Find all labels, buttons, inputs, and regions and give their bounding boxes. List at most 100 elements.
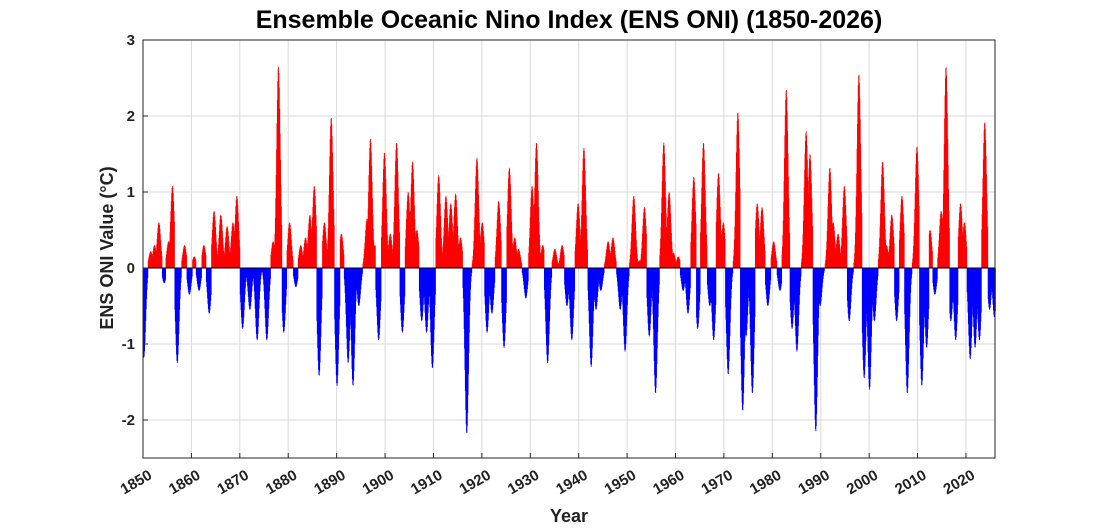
negative-bar — [686, 268, 688, 310]
positive-bar — [496, 219, 498, 268]
positive-bar — [721, 239, 722, 268]
negative-bar — [486, 268, 488, 333]
positive-bar — [917, 174, 919, 268]
negative-bar — [877, 268, 879, 277]
positive-bar — [171, 187, 173, 268]
negative-bar — [919, 268, 921, 356]
positive-bar — [476, 157, 478, 268]
positive-bar — [635, 239, 637, 268]
positive-bar — [539, 234, 540, 268]
positive-bar — [758, 218, 760, 268]
positive-bar — [160, 245, 162, 268]
negative-bar — [254, 268, 256, 309]
positive-bar — [371, 181, 373, 268]
positive-bar — [327, 240, 329, 268]
positive-bar — [845, 215, 847, 268]
negative-bar — [904, 268, 906, 315]
positive-bar — [239, 247, 241, 268]
negative-bar — [849, 268, 851, 319]
positive-bar — [159, 234, 161, 268]
positive-bar — [843, 186, 845, 268]
positive-bar — [838, 240, 840, 268]
negative-bar — [321, 268, 323, 299]
negative-bar — [814, 268, 816, 405]
positive-bar — [614, 250, 616, 268]
negative-bar — [970, 268, 972, 356]
positive-bar — [840, 246, 842, 268]
positive-bar — [225, 236, 227, 268]
negative-bar — [874, 268, 876, 320]
positive-bar — [384, 152, 386, 268]
negative-bar — [465, 268, 467, 425]
negative-bar — [872, 268, 874, 312]
positive-bar — [214, 211, 215, 268]
negative-bar — [621, 268, 623, 296]
negative-bar — [294, 268, 296, 286]
negative-bar — [698, 268, 700, 311]
negative-bar — [404, 268, 405, 305]
positive-bar — [615, 261, 617, 268]
positive-bar — [737, 112, 739, 269]
positive-bar — [645, 225, 647, 268]
positive-bar — [172, 187, 174, 268]
negative-bar — [248, 268, 250, 302]
negative-bar — [603, 268, 605, 274]
positive-bar — [510, 195, 512, 268]
negative-bar — [780, 268, 782, 289]
positive-bar — [938, 247, 939, 268]
positive-bar — [303, 250, 304, 268]
negative-bar — [176, 268, 178, 363]
negative-bar — [321, 268, 323, 311]
negative-bar — [822, 268, 824, 283]
negative-bar — [419, 268, 421, 298]
negative-bar — [753, 268, 755, 365]
negative-bar — [988, 268, 990, 308]
positive-bar — [387, 235, 388, 268]
positive-bar — [218, 238, 220, 268]
positive-bar — [273, 242, 275, 268]
positive-bar — [374, 245, 376, 268]
positive-bar — [497, 205, 499, 268]
negative-bar — [934, 268, 936, 295]
negative-bar — [197, 268, 199, 289]
negative-bar — [146, 268, 148, 300]
negative-bar — [648, 268, 650, 335]
negative-bar — [905, 268, 907, 362]
negative-bar — [359, 268, 361, 303]
positive-bar — [942, 214, 944, 268]
negative-bar — [950, 268, 952, 322]
negative-bar — [725, 268, 727, 334]
negative-bar — [249, 268, 250, 309]
positive-bar — [806, 135, 808, 268]
positive-bar — [342, 240, 344, 268]
negative-bar — [973, 268, 975, 337]
positive-bar — [508, 170, 510, 268]
positive-bar — [370, 143, 372, 268]
positive-bar — [787, 131, 789, 268]
positive-bar — [855, 232, 856, 268]
negative-bar — [486, 268, 488, 332]
positive-bar — [396, 143, 398, 268]
negative-bar — [199, 268, 201, 289]
positive-bar — [170, 221, 171, 268]
positive-bar — [170, 201, 172, 268]
negative-bar — [318, 268, 320, 376]
negative-bar — [144, 268, 146, 352]
positive-bar — [691, 209, 693, 268]
negative-bar — [206, 268, 208, 293]
positive-bar — [192, 260, 194, 268]
positive-bar — [364, 242, 366, 268]
negative-bar — [793, 268, 795, 311]
positive-bar — [231, 226, 233, 268]
negative-bar — [990, 268, 992, 295]
positive-bar — [562, 249, 564, 268]
negative-bar — [949, 268, 951, 314]
negative-bar — [920, 268, 922, 380]
positive-bar — [643, 208, 645, 268]
negative-bar — [688, 268, 689, 313]
positive-bar — [692, 198, 693, 268]
positive-bar — [615, 258, 617, 268]
positive-bar — [386, 222, 388, 268]
positive-bar — [631, 232, 632, 268]
positive-bar — [659, 248, 661, 268]
